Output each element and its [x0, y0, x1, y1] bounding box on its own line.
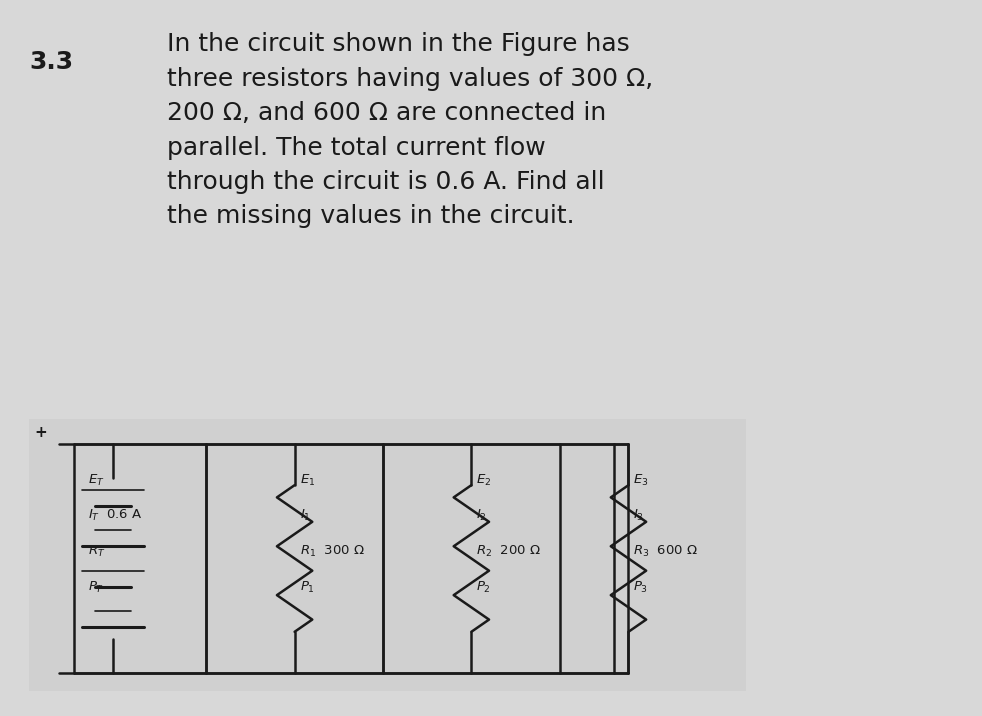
Text: 3.3: 3.3 [29, 50, 74, 74]
Text: $P_T$: $P_T$ [88, 580, 105, 595]
Text: $R_2$  200 Ω: $R_2$ 200 Ω [476, 544, 541, 559]
Text: $E_3$: $E_3$ [633, 473, 649, 488]
Text: $I_3$: $I_3$ [633, 508, 644, 523]
Text: +: + [34, 425, 47, 440]
Text: $E_T$: $E_T$ [88, 473, 105, 488]
Text: $R_3$  600 Ω: $R_3$ 600 Ω [633, 544, 698, 559]
FancyBboxPatch shape [29, 419, 746, 691]
Text: $R_1$  300 Ω: $R_1$ 300 Ω [300, 544, 364, 559]
Text: $P_2$: $P_2$ [476, 580, 491, 595]
Text: $I_2$: $I_2$ [476, 508, 487, 523]
Text: In the circuit shown in the Figure has
three resistors having values of 300 Ω,
2: In the circuit shown in the Figure has t… [167, 32, 653, 228]
Text: $I_1$: $I_1$ [300, 508, 310, 523]
Text: $R_T$: $R_T$ [88, 544, 106, 559]
Text: $P_1$: $P_1$ [300, 580, 314, 595]
Text: $E_1$: $E_1$ [300, 473, 315, 488]
Text: $I_T$  0.6 A: $I_T$ 0.6 A [88, 508, 143, 523]
Text: $P_3$: $P_3$ [633, 580, 648, 595]
Text: $E_2$: $E_2$ [476, 473, 492, 488]
